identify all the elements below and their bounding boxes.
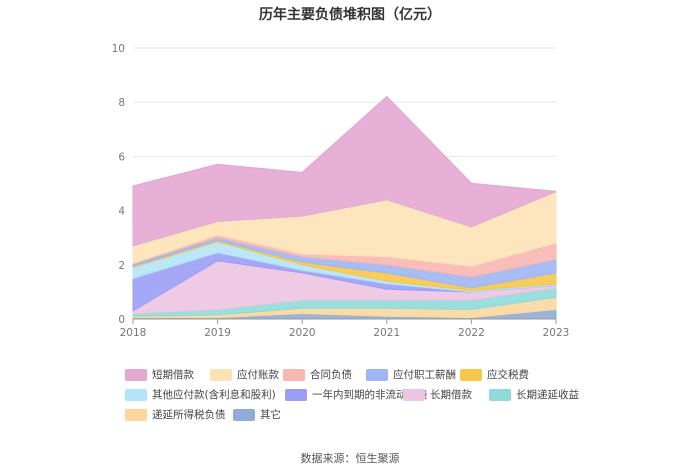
legend-label: 其他应付款(含利息和股利) — [152, 389, 276, 401]
legend-swatch — [285, 389, 307, 401]
legend-label: 短期借款 — [152, 369, 194, 381]
legend-swatch — [403, 389, 425, 401]
legend-swatch — [125, 369, 147, 381]
legend-item[interactable]: 应付账款 — [210, 368, 279, 382]
x-tick-label: 2023 — [543, 327, 570, 339]
legend-item[interactable]: 长期递延收益 — [489, 388, 579, 402]
legend-label: 合同负债 — [310, 369, 352, 381]
legend-item[interactable]: 一年内到期的非流动负债 — [285, 388, 428, 402]
y-tick-label: 4 — [118, 206, 125, 218]
legend-label: 应付账款 — [237, 369, 279, 381]
x-tick-label: 2020 — [289, 327, 316, 339]
legend-label: 应交税费 — [487, 369, 529, 381]
legend-swatch — [125, 409, 147, 421]
chart-title: 历年主要负债堆积图（亿元） — [259, 7, 441, 23]
legend-label: 应付职工薪酬 — [393, 369, 456, 381]
y-tick-label: 6 — [118, 151, 125, 163]
legend-swatch — [460, 369, 482, 381]
legend-item[interactable]: 递延所得税负债 — [125, 408, 226, 422]
area-series-line — [132, 95, 557, 193]
legend-item[interactable]: 合同负债 — [283, 368, 352, 382]
y-tick-label: 2 — [118, 260, 125, 272]
legend-item[interactable]: 其他应付款(含利息和股利) — [125, 388, 276, 402]
area-layer — [132, 95, 557, 320]
y-tick-label: 8 — [118, 97, 125, 109]
legend-swatch — [366, 369, 388, 381]
legend-item[interactable]: 其它 — [233, 408, 281, 422]
x-tick-label: 2021 — [373, 327, 400, 339]
legend-item[interactable]: 长期借款 — [403, 388, 472, 402]
legend-item[interactable]: 应付职工薪酬 — [366, 368, 456, 382]
axis-layer: 0 2 4 6 8 10 2018 2019 2020 2021 2022 2023 — [112, 43, 570, 339]
legend-swatch — [489, 389, 511, 401]
x-tick-label: 2018 — [120, 327, 147, 339]
y-tick-label: 10 — [112, 43, 125, 55]
x-tick-label: 2022 — [458, 327, 485, 339]
y-tick-label: 0 — [118, 314, 125, 326]
legend-swatch — [125, 389, 147, 401]
legend-label: 长期递延收益 — [516, 389, 579, 401]
legend-swatch — [233, 409, 255, 421]
data-source-note: 数据来源：恒生聚源 — [300, 452, 400, 465]
legend-label: 递延所得税负债 — [152, 409, 226, 421]
x-tick-label: 2019 — [204, 327, 231, 339]
legend-label: 一年内到期的非流动负债 — [312, 389, 428, 401]
legend-item[interactable]: 短期借款 — [125, 368, 194, 382]
legend-label: 其它 — [260, 409, 281, 421]
legend-swatch — [210, 369, 232, 381]
legend-label: 长期借款 — [430, 389, 472, 401]
legend-item[interactable]: 应交税费 — [460, 368, 529, 382]
legend-swatch — [283, 369, 305, 381]
